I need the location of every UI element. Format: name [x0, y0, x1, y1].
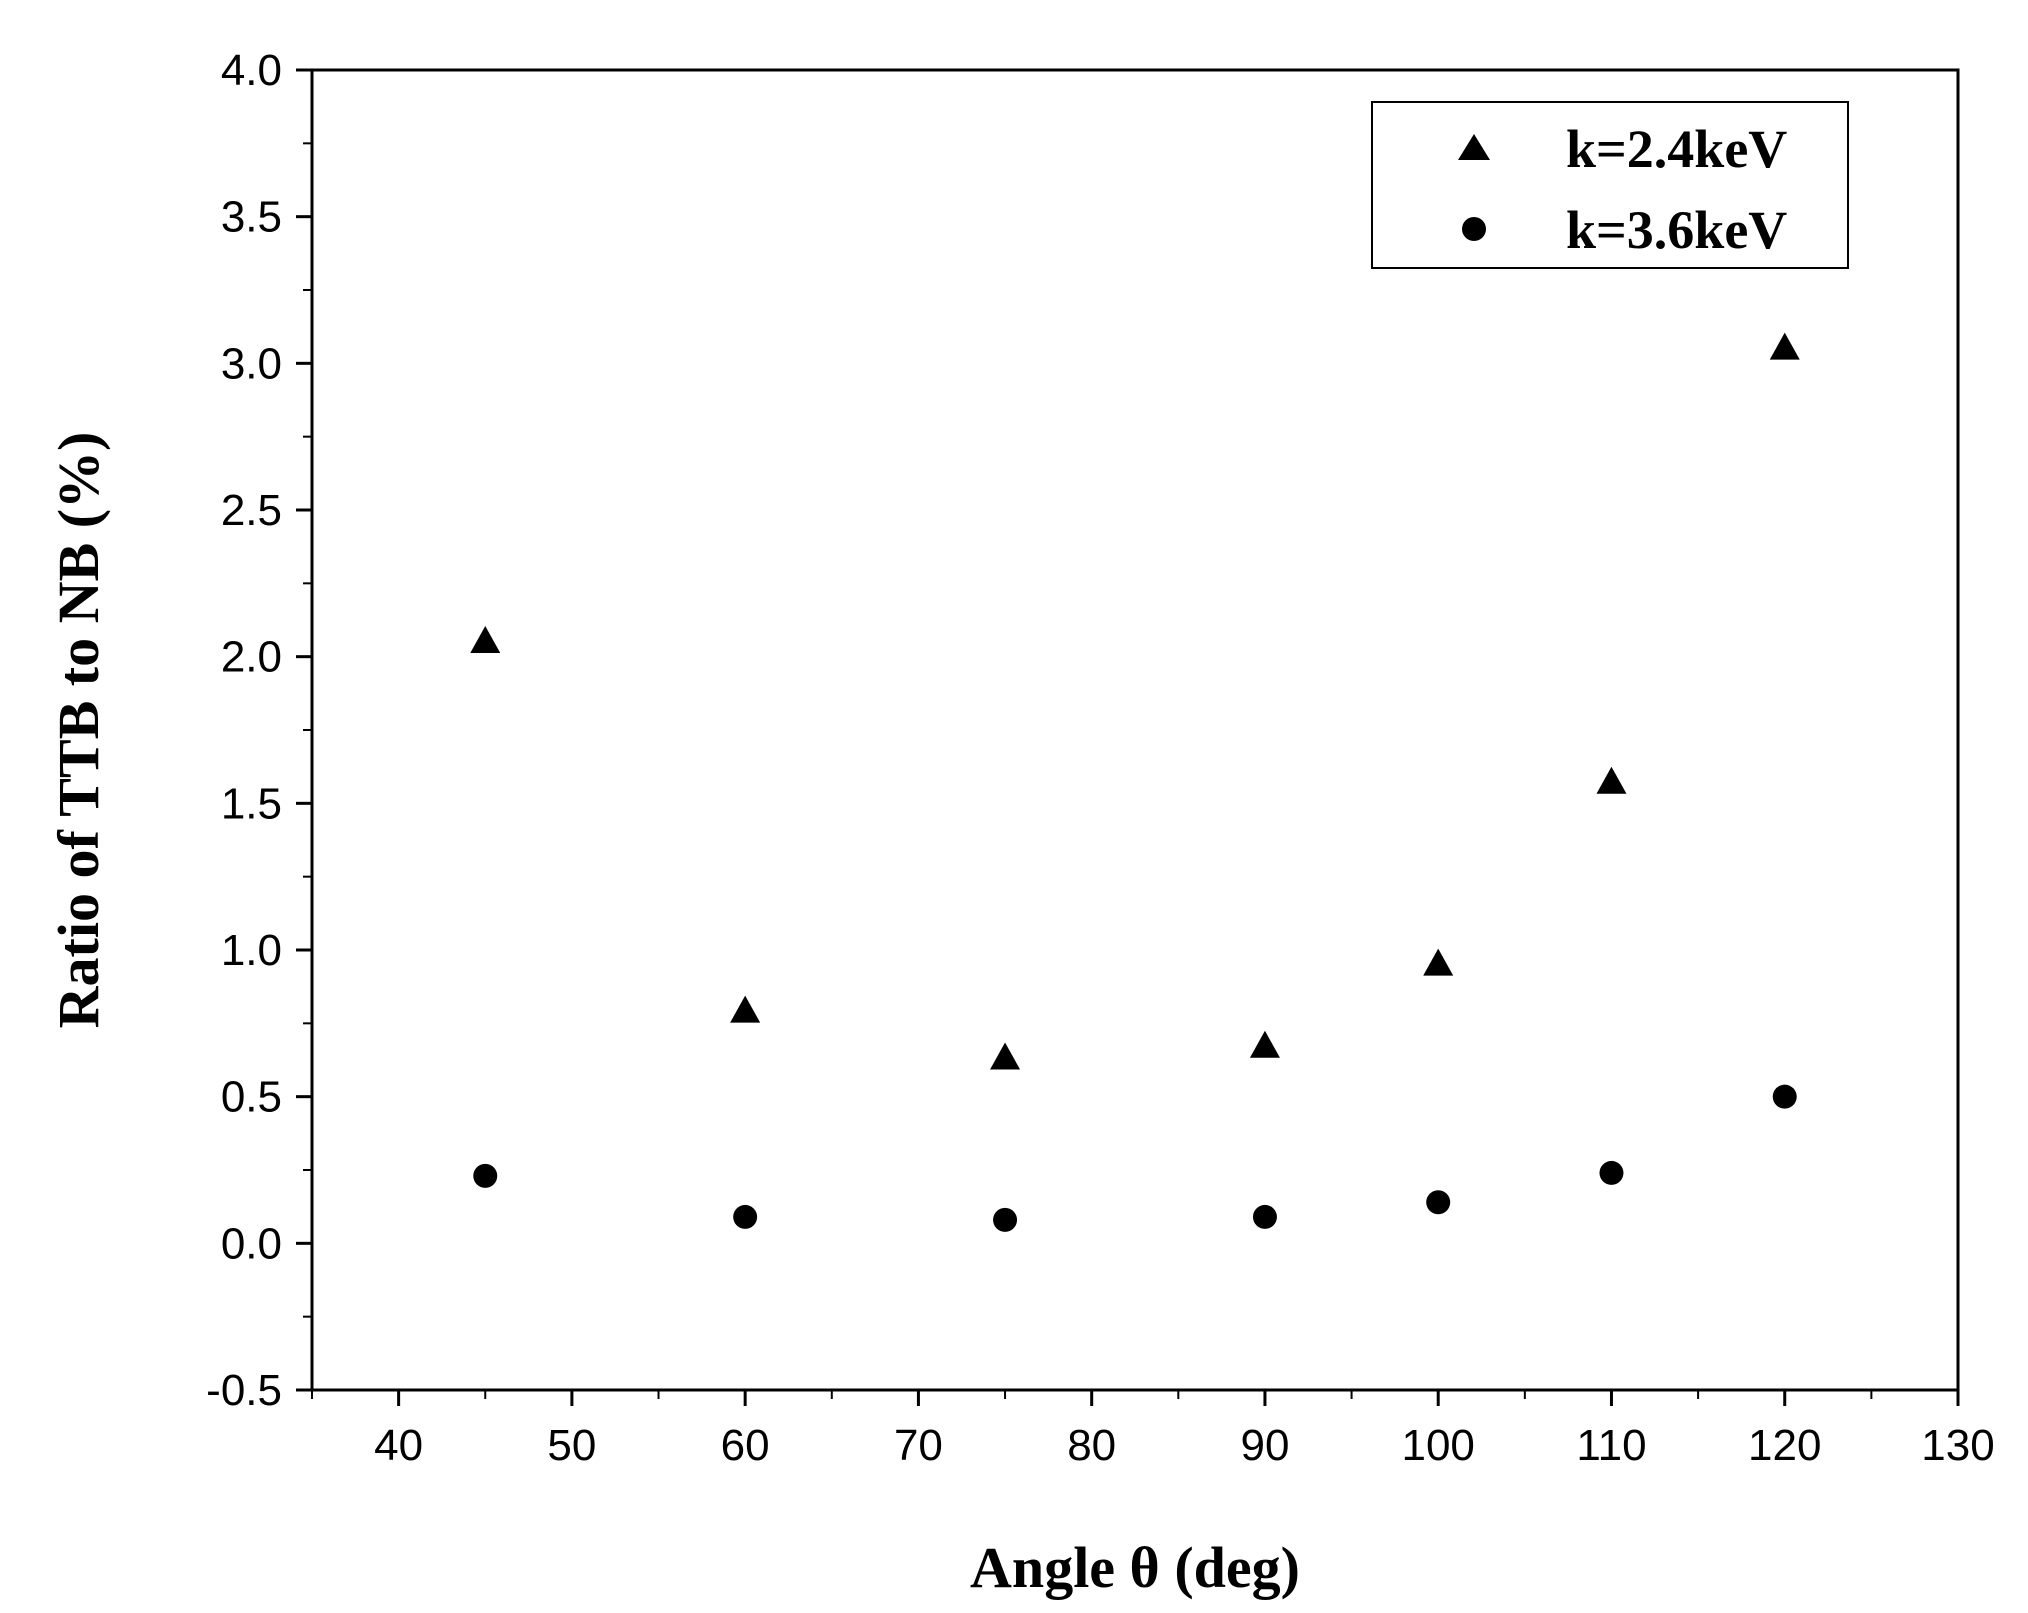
x-tick-label: 80: [1067, 1421, 1116, 1470]
x-tick-label: 70: [894, 1421, 943, 1470]
data-point-circle-series-2: [473, 1163, 498, 1188]
legend: k=2.4keV k=3.6keV: [1371, 101, 1849, 269]
data-point-triangle-series-1: [1596, 766, 1627, 794]
x-tick-label: 100: [1401, 1421, 1474, 1470]
data-point-triangle-series-1: [1769, 332, 1800, 360]
data-point-circle-series-2: [1252, 1204, 1277, 1229]
legend-box: [1371, 101, 1849, 269]
data-points: [470, 332, 1800, 1232]
legend-label-series-2: k=3.6keV: [1566, 200, 1787, 260]
y-tick-label: -0.5: [206, 1366, 282, 1415]
y-tick-label: 1.0: [221, 926, 282, 975]
y-tick-label: 0.5: [221, 1073, 282, 1122]
data-point-triangle-series-1: [990, 1042, 1021, 1070]
data-point-circle-series-2: [993, 1207, 1018, 1232]
x-tick-label: 90: [1240, 1421, 1289, 1470]
legend-marker-triangle: [1458, 134, 1490, 160]
y-tick-label: 4.0: [221, 46, 282, 95]
x-tick-label: 110: [1576, 1421, 1646, 1470]
x-tick-label: 50: [547, 1421, 596, 1470]
data-point-triangle-series-1: [1249, 1030, 1280, 1058]
data-point-triangle-series-1: [470, 626, 501, 653]
x-axis-title: Angle θ (deg): [970, 1535, 1300, 1600]
data-point-circle-series-2: [1599, 1160, 1624, 1185]
data-point-circle-series-2: [1772, 1084, 1797, 1109]
x-tick-label: 60: [721, 1421, 770, 1470]
y-tick-label: 2.5: [221, 486, 282, 535]
y-tick-label: 2.0: [221, 633, 282, 682]
data-point-circle-series-2: [1426, 1190, 1451, 1215]
axis-ticks: [296, 68, 1960, 1406]
data-point-triangle-series-1: [1423, 948, 1454, 976]
legend-marker-circle: [1462, 217, 1486, 241]
y-tick-label: 0.0: [221, 1219, 282, 1268]
x-tick-labels: 40 50 60 70 80 90 100 110 120 130: [374, 1421, 1995, 1470]
y-tick-labels: -0.5 0.0 0.5 1.0 1.5 2.0 2.5 3.0 3.5 4.0: [206, 46, 282, 1415]
y-axis-title: Ratio of TTB to NB (%): [46, 432, 111, 1029]
data-point-circle-series-2: [733, 1204, 758, 1229]
y-tick-label: 3.0: [221, 339, 282, 388]
x-tick-label: 40: [374, 1421, 423, 1470]
data-point-triangle-series-1: [730, 995, 761, 1023]
y-tick-label: 3.5: [221, 193, 282, 242]
legend-label-series-1: k=2.4keV: [1566, 119, 1787, 179]
x-tick-label: 130: [1921, 1421, 1994, 1470]
y-tick-label: 1.5: [221, 779, 282, 828]
x-tick-label: 120: [1748, 1421, 1821, 1470]
